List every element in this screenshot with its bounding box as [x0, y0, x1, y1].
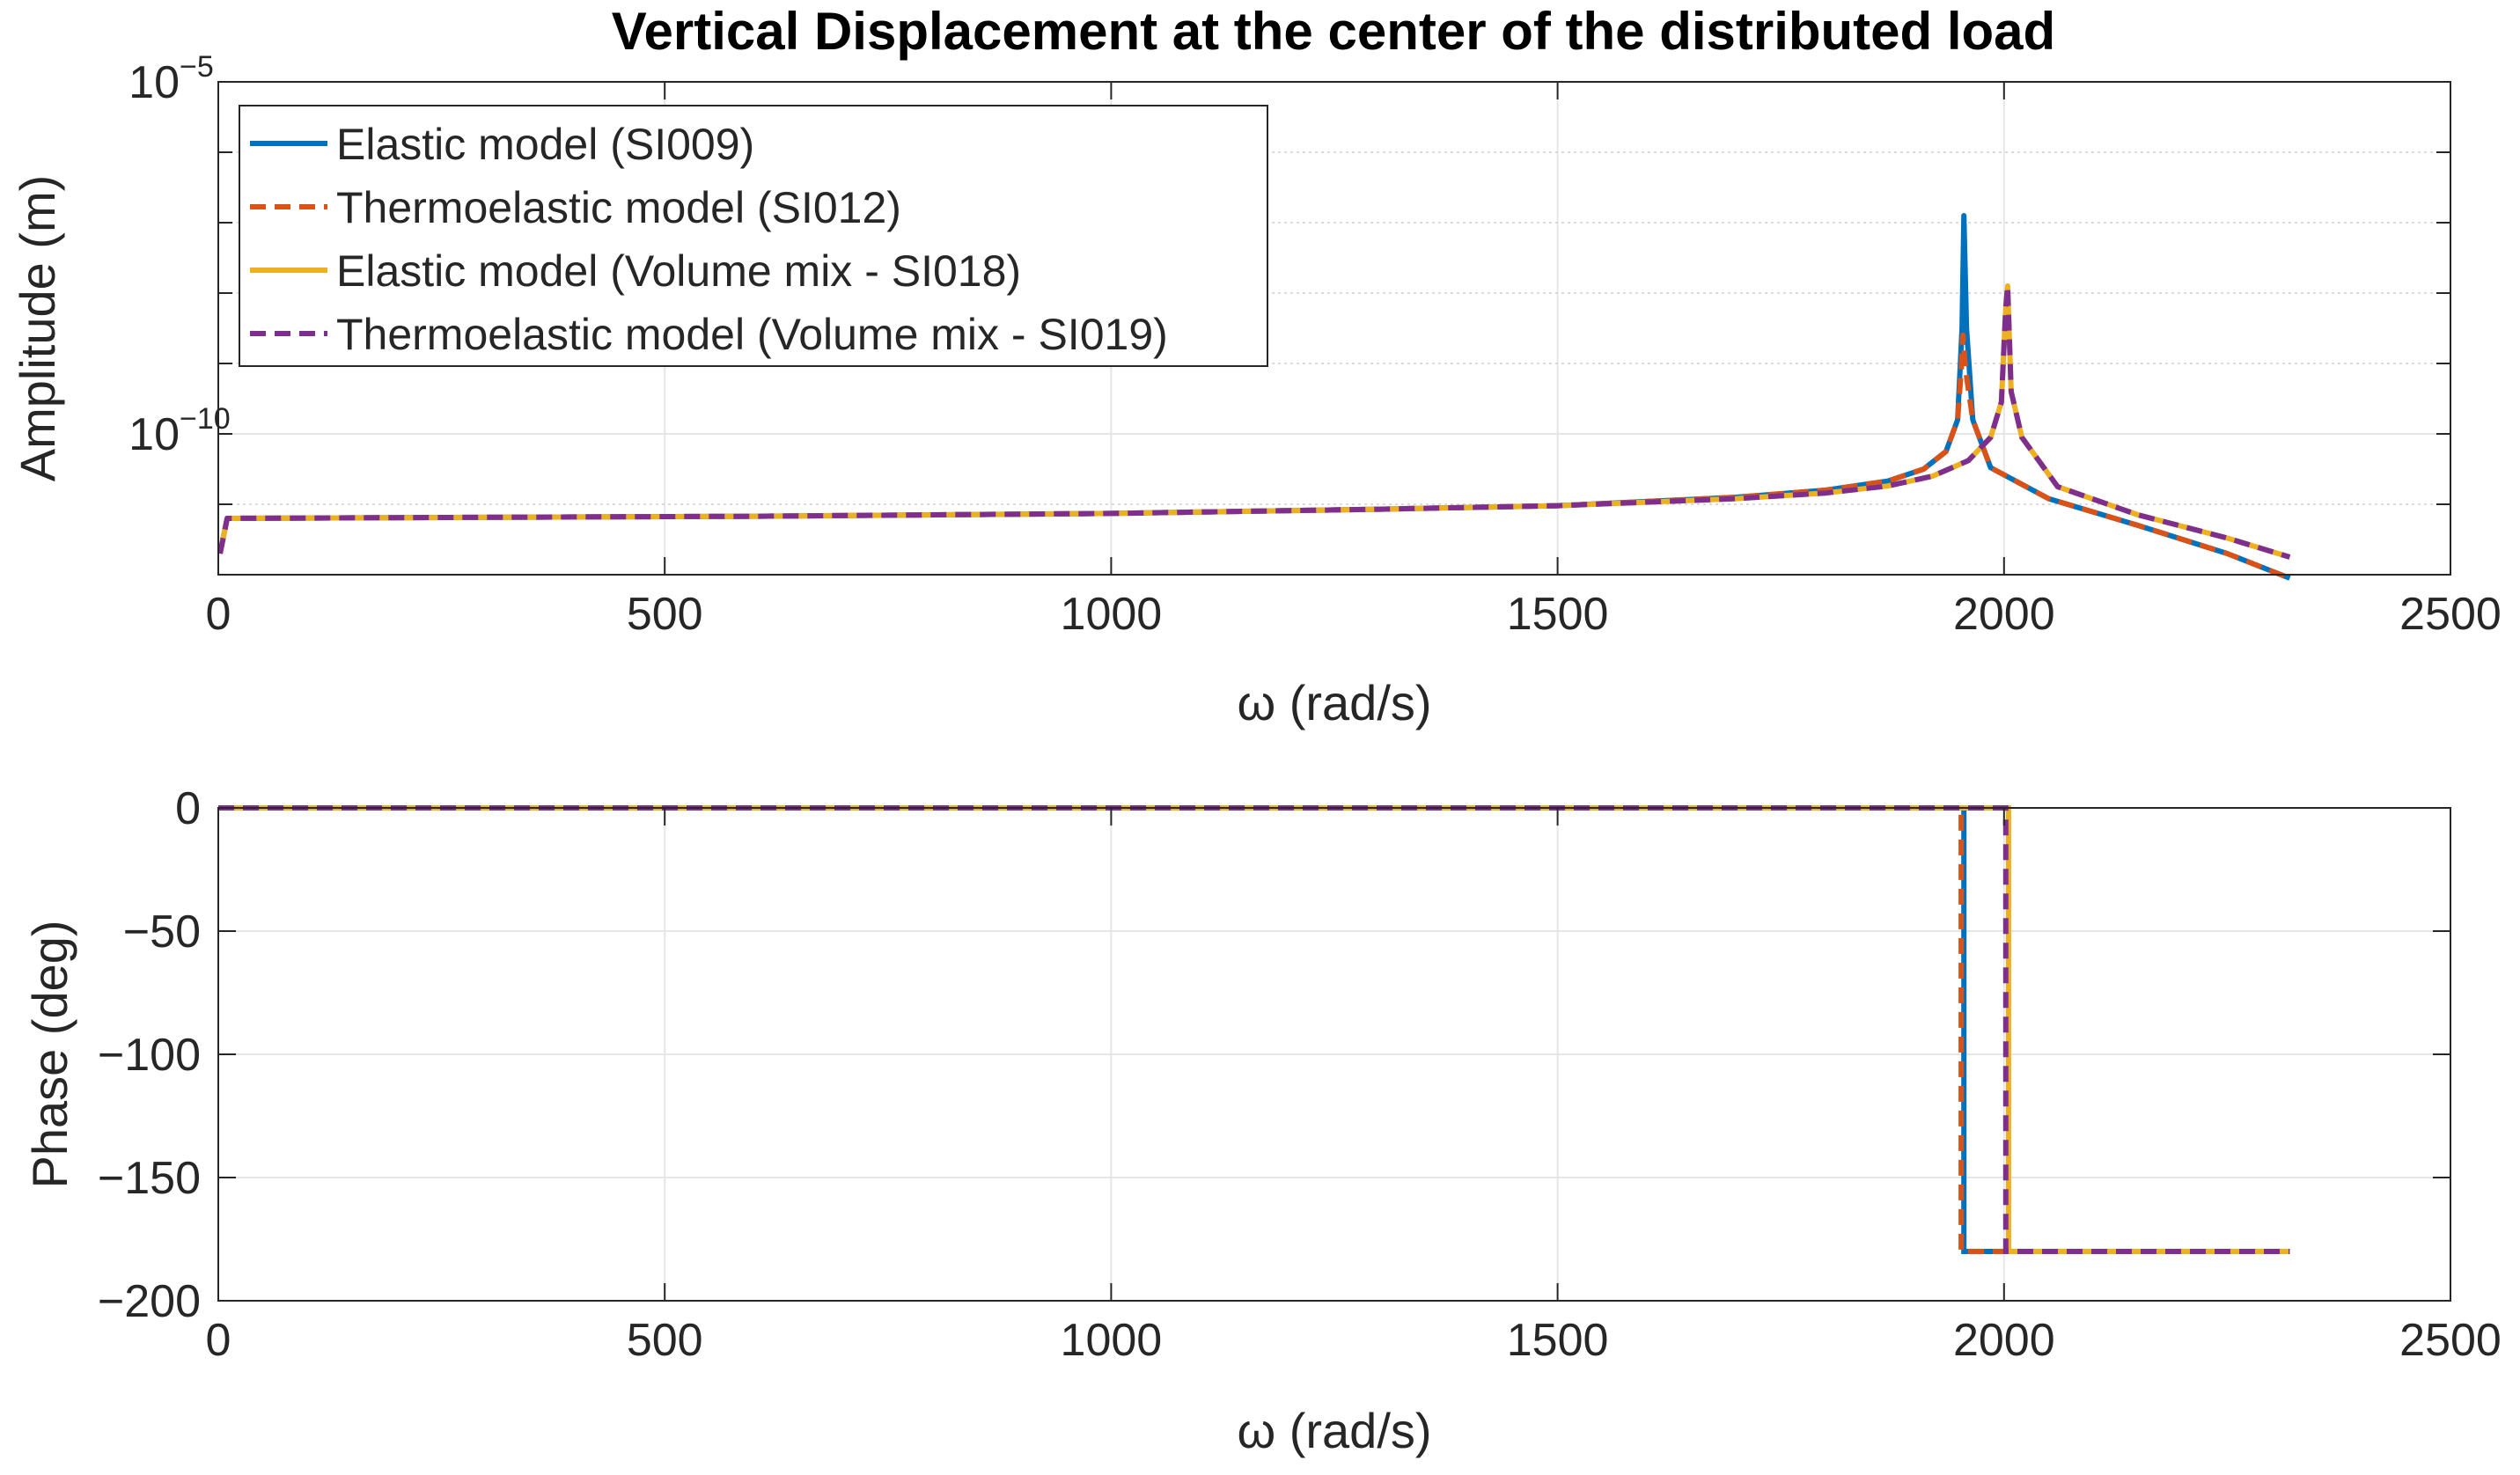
phase-x-tick-label: 2500	[2399, 1315, 2502, 1366]
phase-x-axis-label: ω (rad/s)	[1237, 1403, 1431, 1458]
phase-y-axis-label: Phase (deg)	[22, 920, 77, 1188]
amplitude-x-tick-label: 1000	[1061, 589, 1163, 640]
phase-x-tick-label: 2000	[1953, 1315, 2055, 1366]
phase-x-tick-label: 1500	[1507, 1315, 1609, 1366]
amplitude-x-tick-label: 2500	[2399, 589, 2502, 640]
legend-label-1: Elastic model (SI009)	[336, 120, 754, 169]
amplitude-x-tick-label: 1500	[1507, 589, 1609, 640]
figure-title: Vertical Displacement at the center of t…	[612, 2, 2055, 61]
phase-y-tick-label: −200	[98, 1276, 201, 1327]
legend-label-4: Thermoelastic model (Volume mix - SI019)	[336, 310, 1168, 359]
amplitude-y-tick-label: 10	[129, 409, 180, 460]
amplitude-ticks	[217, 81, 2451, 576]
phase-y-tick-label: −100	[98, 1030, 201, 1081]
amplitude-y-tick-label: 10	[129, 57, 180, 108]
phase-y-tick-label: −150	[98, 1153, 201, 1204]
amplitude-series-lines	[217, 213, 2291, 581]
amplitude-y-tick-exponent: −10	[180, 402, 231, 436]
phase-y-tick-labels: −200 −150 −100 −50 0	[98, 783, 201, 1327]
amplitude-x-axis-label: ω (rad/s)	[1237, 675, 1431, 730]
phase-x-tick-label: 0	[206, 1315, 231, 1366]
phase-y-tick-label: −50	[123, 906, 201, 958]
legend-label-2: Thermoelastic model (SI012)	[336, 183, 901, 232]
phase-x-tick-labels: 0 500 1000 1500 2000 2500	[206, 1315, 2502, 1366]
phase-y-tick-label: 0	[175, 783, 201, 834]
legend: Elastic model (SI009) Thermoelastic model…	[239, 105, 1268, 367]
amplitude-x-tick-label: 2000	[1953, 589, 2055, 640]
legend-label-3: Elastic model (Volume mix - SI018)	[336, 246, 1021, 296]
amplitude-axes-box	[217, 81, 2451, 576]
phase-x-tick-label: 1000	[1061, 1315, 1163, 1366]
amplitude-x-tick-label: 0	[206, 589, 231, 640]
amplitude-x-tick-labels: 0 500 1000 1500 2000 2500	[206, 589, 2502, 640]
phase-x-tick-label: 500	[627, 1315, 703, 1366]
amplitude-series-line-4	[217, 283, 2291, 560]
amplitude-x-tick-label: 500	[627, 589, 703, 640]
legend-box	[239, 105, 1268, 367]
amplitude-y-axis-label: Amplitude (m)	[10, 175, 65, 482]
phase-ticks	[217, 807, 2451, 1302]
phase-axes: 0 500 1000 1500 2000 2500 −200 −150 −100 −50 0 ω …	[22, 783, 2502, 1458]
amplitude-y-tick-exponent: −5	[180, 50, 214, 84]
